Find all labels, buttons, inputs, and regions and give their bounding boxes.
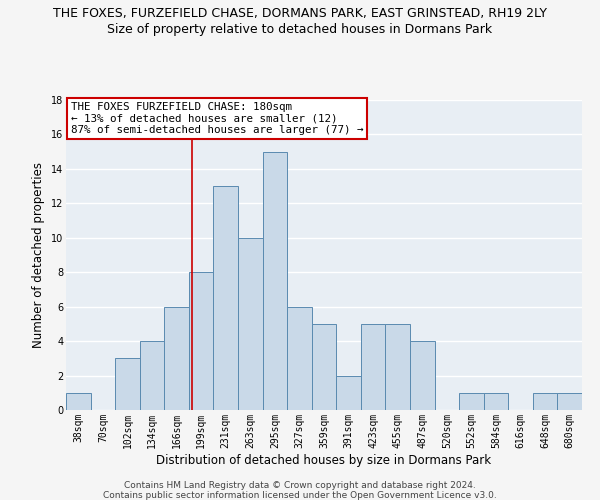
Bar xyxy=(336,376,361,410)
Bar xyxy=(533,393,557,410)
Bar xyxy=(263,152,287,410)
Y-axis label: Number of detached properties: Number of detached properties xyxy=(32,162,45,348)
Text: Contains HM Land Registry data © Crown copyright and database right 2024.: Contains HM Land Registry data © Crown c… xyxy=(124,481,476,490)
Text: Size of property relative to detached houses in Dormans Park: Size of property relative to detached ho… xyxy=(107,22,493,36)
Text: THE FOXES FURZEFIELD CHASE: 180sqm
← 13% of detached houses are smaller (12)
87%: THE FOXES FURZEFIELD CHASE: 180sqm ← 13%… xyxy=(71,102,364,134)
Bar xyxy=(312,324,336,410)
Text: Contains public sector information licensed under the Open Government Licence v3: Contains public sector information licen… xyxy=(103,491,497,500)
Text: THE FOXES, FURZEFIELD CHASE, DORMANS PARK, EAST GRINSTEAD, RH19 2LY: THE FOXES, FURZEFIELD CHASE, DORMANS PAR… xyxy=(53,8,547,20)
Bar xyxy=(140,341,164,410)
Bar xyxy=(557,393,582,410)
X-axis label: Distribution of detached houses by size in Dormans Park: Distribution of detached houses by size … xyxy=(157,454,491,466)
Bar xyxy=(459,393,484,410)
Bar xyxy=(385,324,410,410)
Bar xyxy=(189,272,214,410)
Bar xyxy=(164,306,189,410)
Bar xyxy=(115,358,140,410)
Bar xyxy=(287,306,312,410)
Bar xyxy=(361,324,385,410)
Bar xyxy=(238,238,263,410)
Bar xyxy=(410,341,434,410)
Bar xyxy=(66,393,91,410)
Bar xyxy=(484,393,508,410)
Bar xyxy=(214,186,238,410)
